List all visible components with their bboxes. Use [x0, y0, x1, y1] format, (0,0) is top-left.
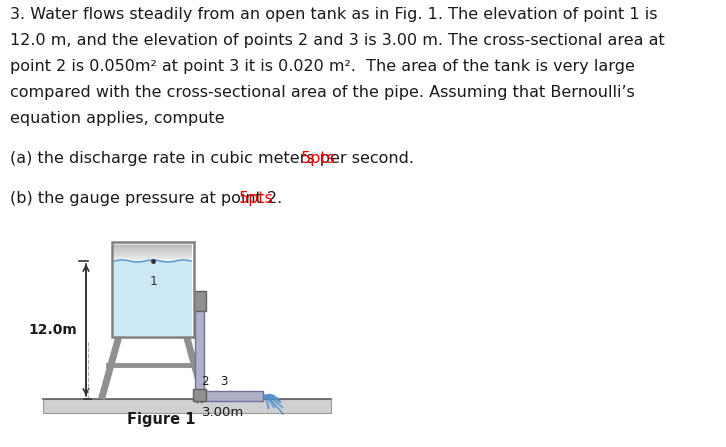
FancyBboxPatch shape	[195, 391, 264, 401]
Text: point 2 is 0.050m² at point 3 it is 0.020 m².  The area of the tank is very larg: point 2 is 0.050m² at point 3 it is 0.02…	[10, 59, 635, 74]
FancyBboxPatch shape	[192, 389, 206, 401]
FancyBboxPatch shape	[113, 261, 192, 336]
FancyBboxPatch shape	[113, 247, 192, 248]
FancyBboxPatch shape	[194, 291, 205, 311]
FancyBboxPatch shape	[113, 251, 192, 253]
Text: Figure 1: Figure 1	[127, 412, 195, 427]
Text: 5pts: 5pts	[301, 151, 336, 166]
Text: 2: 2	[201, 375, 208, 388]
FancyBboxPatch shape	[113, 245, 192, 247]
FancyBboxPatch shape	[113, 249, 192, 250]
Text: (a) the discharge rate in cubic meters per second.: (a) the discharge rate in cubic meters p…	[10, 151, 415, 166]
FancyBboxPatch shape	[113, 250, 192, 251]
Text: 12.0m: 12.0m	[29, 323, 78, 337]
Text: 5pts: 5pts	[239, 191, 274, 206]
FancyBboxPatch shape	[113, 245, 192, 246]
FancyBboxPatch shape	[113, 259, 192, 261]
FancyBboxPatch shape	[113, 252, 192, 253]
FancyBboxPatch shape	[113, 256, 192, 258]
Text: 3: 3	[220, 375, 227, 388]
FancyBboxPatch shape	[113, 253, 192, 255]
FancyBboxPatch shape	[113, 258, 192, 260]
Text: 3.00m: 3.00m	[202, 406, 245, 419]
FancyBboxPatch shape	[113, 257, 192, 259]
FancyBboxPatch shape	[113, 244, 192, 261]
FancyBboxPatch shape	[43, 399, 331, 413]
Text: compared with the cross-sectional area of the pipe. Assuming that Bernoulli’s: compared with the cross-sectional area o…	[10, 85, 635, 100]
FancyBboxPatch shape	[113, 248, 192, 249]
Text: 12.0 m, and the elevation of points 2 and 3 is 3.00 m. The cross-sectional area : 12.0 m, and the elevation of points 2 an…	[10, 33, 665, 48]
FancyBboxPatch shape	[113, 254, 192, 256]
Text: 1: 1	[150, 275, 158, 288]
Text: 3. Water flows steadily from an open tank as in Fig. 1. The elevation of point 1: 3. Water flows steadily from an open tan…	[10, 7, 658, 22]
Text: (b) the gauge pressure at point 2.: (b) the gauge pressure at point 2.	[10, 191, 282, 206]
Text: equation applies, compute: equation applies, compute	[10, 111, 225, 126]
FancyBboxPatch shape	[112, 242, 194, 337]
FancyBboxPatch shape	[113, 255, 192, 257]
FancyBboxPatch shape	[195, 308, 204, 397]
